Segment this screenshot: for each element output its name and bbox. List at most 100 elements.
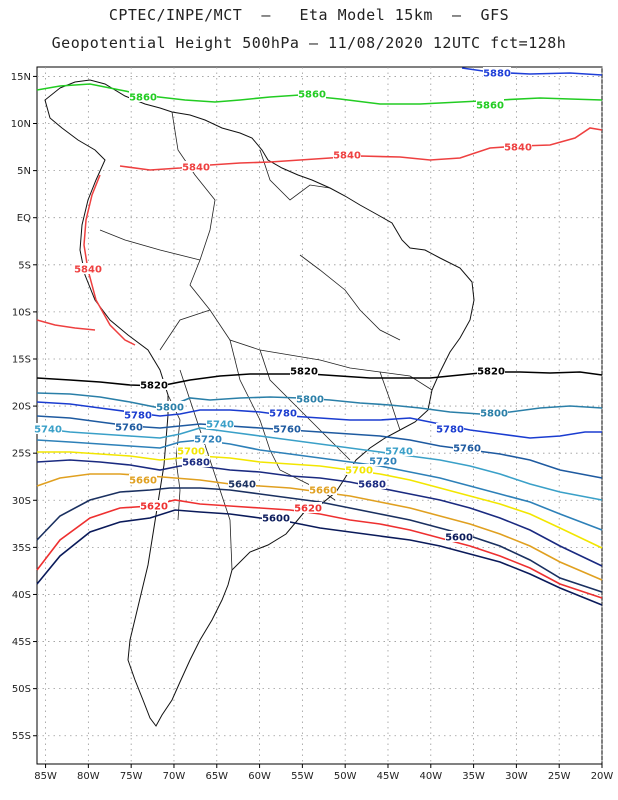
- contour-label-5780: 5780: [436, 425, 464, 436]
- contour-label-bg: [140, 379, 168, 390]
- contour-label-bg: [124, 409, 152, 420]
- contour-line-5680: [36, 459, 603, 567]
- lat-tick-label: 10N: [11, 119, 31, 130]
- lat-tick-label: 15S: [12, 354, 31, 365]
- lon-tick-label: 80W: [77, 771, 100, 782]
- lon-tick-label: 55W: [291, 771, 314, 782]
- contour-label-5760: 5760: [273, 425, 301, 436]
- lat-tick-label: 5S: [18, 260, 31, 271]
- contour-label-bg: [358, 478, 386, 489]
- contour-label-5780: 5780: [124, 411, 152, 422]
- contour-label-bg: [74, 263, 102, 274]
- contour-label-5800: 5800: [480, 409, 508, 420]
- contour-label-bg: [345, 464, 373, 475]
- lon-tick-label: 30W: [505, 771, 528, 782]
- contour-label-bg: [385, 445, 413, 456]
- contour-label-5820: 5820: [477, 367, 505, 378]
- lat-tick-label: 45S: [12, 637, 31, 648]
- contour-line-5600: [36, 509, 603, 606]
- contour-label-bg: [445, 531, 473, 542]
- contour-label-bg: [369, 455, 397, 466]
- contour-line-5620: [36, 499, 603, 599]
- contour-label-bg: [156, 401, 184, 412]
- contour-label-bg: [115, 421, 143, 432]
- lat-tick-label: 35S: [12, 543, 31, 554]
- lat-tick-label: 50S: [12, 684, 31, 695]
- contour-line-5660: [36, 473, 603, 581]
- lat-tick-label: 20S: [12, 402, 31, 413]
- contour-label-bg: [504, 141, 532, 152]
- contour-label-bg: [140, 500, 168, 511]
- contour-label-bg: [262, 512, 290, 523]
- axis-tick-labels: 85W 80W 75W 70W 65W 60W 55W 50W 45W 40W 35W 30W 25W 2…: [11, 72, 614, 782]
- contour-label-5760: 5760: [453, 444, 481, 455]
- lat-tick-label: EQ: [17, 213, 31, 224]
- contour-label-bg: [294, 502, 322, 513]
- contour-label-5600: 5600: [262, 514, 290, 525]
- contour-line-5720: [36, 439, 603, 531]
- lat-tick-label: 25S: [12, 449, 31, 460]
- contour-label-5800: 5800: [156, 403, 184, 414]
- contour-label-5840: 5840: [182, 163, 210, 174]
- contour-label-bg: [483, 67, 511, 78]
- contour-line-5880: [461, 67, 603, 76]
- contour-label-bg: [177, 445, 205, 456]
- contour-label-5860: 5860: [476, 101, 504, 112]
- contour-label-bg: [477, 365, 505, 376]
- coastline: [44, 79, 475, 727]
- lat-tick-label: 10S: [12, 307, 31, 318]
- contour-label-5660: 5660: [309, 486, 337, 497]
- contour-label-5720: 5720: [369, 457, 397, 468]
- contour-label-bg: [194, 433, 222, 444]
- contour-label-5680: 5680: [358, 480, 386, 491]
- contour-label-5720: 5720: [194, 435, 222, 446]
- contour-label-5740: 5740: [206, 420, 234, 431]
- contour-label-bg: [298, 88, 326, 99]
- contour-label-bg: [34, 423, 62, 434]
- contour-label-bg: [182, 161, 210, 172]
- contour-label-5700: 5700: [345, 466, 373, 477]
- contour-label-5600: 5600: [445, 533, 473, 544]
- contour-label-bg: [129, 91, 157, 102]
- lat-tick-label: 15N: [11, 72, 31, 83]
- lon-tick-label: 65W: [205, 771, 228, 782]
- contour-label-bg: [273, 423, 301, 434]
- lon-tick-label: 40W: [419, 771, 442, 782]
- contour-label-5740: 5740: [34, 425, 62, 436]
- lon-tick-label: 20W: [591, 771, 614, 782]
- contour-label-bg: [476, 99, 504, 110]
- contour-label-5840: 5840: [74, 265, 102, 276]
- lon-tick-label: 60W: [248, 771, 271, 782]
- contour-label-bg: [290, 365, 318, 376]
- graticule-grid: [37, 67, 603, 764]
- lat-tick-label: 40S: [12, 590, 31, 601]
- lon-tick-label: 75W: [120, 771, 143, 782]
- contour-label-5860: 5860: [298, 90, 326, 101]
- lat-tick-label: 30S: [12, 496, 31, 507]
- contour-label-bg: [228, 478, 256, 489]
- contour-label-5800: 5800: [296, 395, 324, 406]
- contour-label-5860: 5860: [129, 93, 157, 104]
- lon-tick-label: 50W: [334, 771, 357, 782]
- south-america-coastline: [44, 79, 475, 727]
- contour-line-5700: [37, 451, 603, 549]
- lat-tick-label: 5N: [17, 166, 31, 177]
- map-title-line-2: Geopotential Height 500hPa – 11/08/2020 …: [51, 34, 567, 52]
- contour-label-bg: [206, 418, 234, 429]
- contour-label-5620: 5620: [294, 504, 322, 515]
- contour-label-5760: 5760: [115, 423, 143, 434]
- contour-label-bg: [269, 407, 297, 418]
- contour-label-bg: [296, 393, 324, 404]
- contour-label-5740: 5740: [385, 447, 413, 458]
- map-title-line-1: CPTEC/INPE/MCT – Eta Model 15km – GFS: [108, 6, 510, 24]
- contour-line-5740: [36, 427, 603, 501]
- contour-label-5620: 5620: [140, 502, 168, 513]
- contour-label-5840: 5840: [333, 151, 361, 162]
- contour-label-bg: [436, 423, 464, 434]
- contour-label-bg: [182, 456, 210, 467]
- contour-line-5640: [36, 487, 603, 593]
- map-frame: [36, 66, 603, 765]
- lon-tick-label: 70W: [163, 771, 186, 782]
- lon-tick-label: 35W: [462, 771, 485, 782]
- contour-5840-south-pacific: [36, 319, 96, 331]
